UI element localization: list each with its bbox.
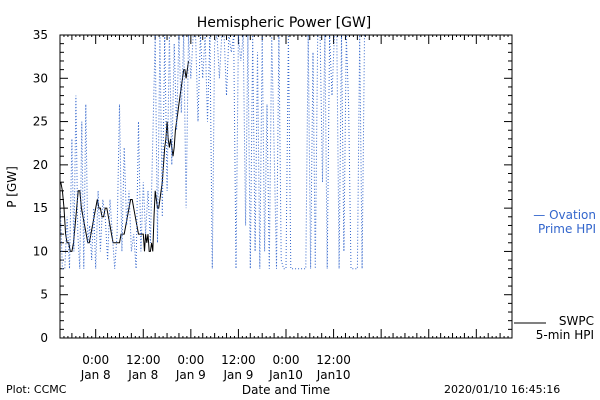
plot-frame [59, 34, 513, 339]
plot-timestamp: 2020/01/10 16:45:16 [444, 383, 561, 396]
legend-ovation-label-2: Prime HPI [538, 222, 596, 236]
x-tick-label: Jan10 [268, 368, 303, 382]
legend-ovation: — Ovation Prime HPI [520, 208, 596, 236]
series-line-swpc [60, 60, 189, 252]
x-tick-label: 12:00 [316, 353, 351, 367]
x-tick-label: Jan10 [316, 368, 351, 382]
y-tick-label: 35 [33, 28, 48, 42]
series-line-ovation-prime [59, 34, 365, 270]
y-tick-label: 15 [33, 201, 48, 215]
chart-title: Hemispheric Power [GW] [197, 15, 372, 31]
x-tick-label: 12:00 [126, 353, 161, 367]
y-tick-label: 20 [33, 158, 48, 172]
y-tick-label: 5 [40, 288, 48, 302]
y-tick-label: 0 [40, 331, 48, 345]
x-tick-label: 12:00 [221, 353, 256, 367]
legend-swpc: SWPC 5-min HPI [510, 314, 594, 342]
y-tick-label: 30 [33, 71, 48, 85]
y-axis-label: P [GW] [5, 166, 19, 208]
legend-swpc-label-1: SWPC [558, 314, 594, 328]
x-tick-label: 0:00 [177, 353, 204, 367]
x-tick-label: Jan 8 [127, 368, 158, 382]
x-tick-label: Jan 9 [222, 368, 253, 382]
x-tick-label: 0:00 [273, 353, 300, 367]
y-tick-label: 10 [33, 244, 48, 258]
legend-ovation-label-1: — Ovation [533, 208, 596, 222]
x-tick-label: Jan 9 [175, 368, 206, 382]
x-axis-label: Date and Time [242, 383, 330, 397]
plot-credit: Plot: CCMC [6, 383, 67, 396]
x-tick-label: 0:00 [82, 353, 109, 367]
x-tick-label: Jan 8 [80, 368, 111, 382]
y-tick-label: 25 [33, 115, 48, 129]
legend-swpc-label-2: 5-min HPI [535, 328, 594, 342]
